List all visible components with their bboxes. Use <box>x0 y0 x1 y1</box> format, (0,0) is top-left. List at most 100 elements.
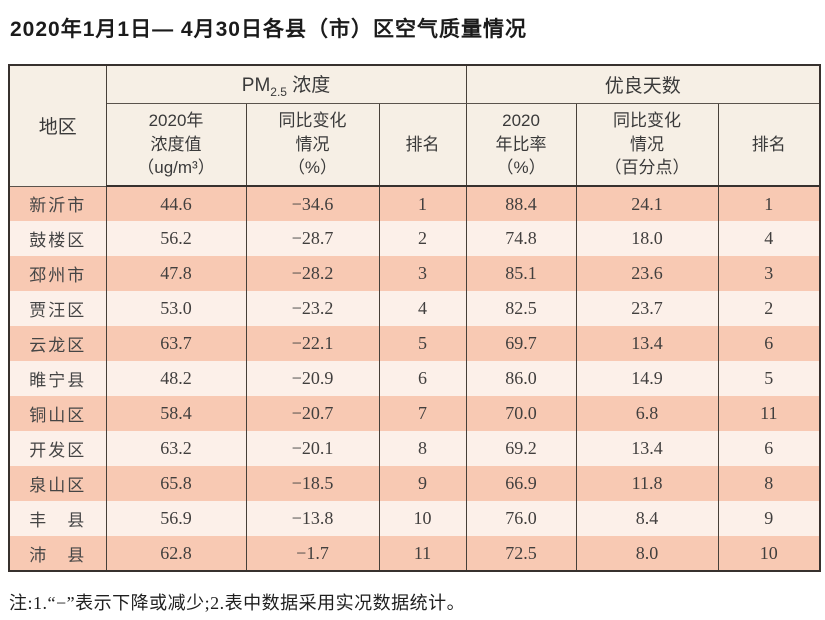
good-ratio-cell: 70.0 <box>465 396 577 431</box>
pm-change-cell: −20.1 <box>245 431 380 466</box>
column-header-pm-value: 2020年 浓度值 （ug/m³） <box>105 103 247 187</box>
table-row: 云龙区 63.7 −22.1 5 69.7 13.4 6 <box>8 326 821 361</box>
good-change-cell: 8.0 <box>575 536 719 571</box>
good-ratio-cell: 69.7 <box>465 326 577 361</box>
column-header-pm-rank: 排名 <box>378 103 467 187</box>
table-row: 开发区 63.2 −20.1 8 69.2 13.4 6 <box>8 431 821 466</box>
pm-rank-cell: 10 <box>378 501 467 536</box>
good-rank-cell: 4 <box>717 221 821 256</box>
good-rank-cell: 9 <box>717 501 821 536</box>
good-ratio-cell: 72.5 <box>465 536 577 571</box>
good-change-cell: 13.4 <box>575 326 719 361</box>
pm-label: PM <box>241 75 271 97</box>
table-row: 泉山区 65.8 −18.5 9 66.9 11.8 8 <box>8 466 821 501</box>
pm-rank-cell: 4 <box>378 291 467 326</box>
column-group-good-days: 优良天数 <box>465 65 821 104</box>
region-cell: 鼓楼区 <box>8 221 107 256</box>
pm-change-cell: −20.9 <box>245 361 380 396</box>
pm-value-cell: 44.6 <box>105 186 247 221</box>
region-cell: 铜山区 <box>8 396 107 431</box>
pm-value-cell: 48.2 <box>105 361 247 396</box>
column-header-region: 地区 <box>8 65 107 187</box>
pm-rank-cell: 11 <box>378 536 467 571</box>
good-ratio-cell: 82.5 <box>465 291 577 326</box>
good-change-cell: 11.8 <box>575 466 719 501</box>
good-ratio-cell: 86.0 <box>465 361 577 396</box>
pm-value-cell: 62.8 <box>105 536 247 571</box>
good-rank-cell: 6 <box>717 326 821 361</box>
pm-change-cell: −13.8 <box>245 501 380 536</box>
good-change-cell: 23.7 <box>575 291 719 326</box>
pm-value-cell: 63.2 <box>105 431 247 466</box>
region-cell: 邳州市 <box>8 256 107 291</box>
pm-rank-cell: 1 <box>378 186 467 221</box>
good-change-cell: 18.0 <box>575 221 719 256</box>
good-rank-cell: 2 <box>717 291 821 326</box>
good-rank-cell: 1 <box>717 186 821 221</box>
good-rank-cell: 5 <box>717 361 821 396</box>
pm-change-cell: −23.2 <box>245 291 380 326</box>
region-cell: 丰 县 <box>8 501 107 536</box>
pm-value-cell: 65.8 <box>105 466 247 501</box>
region-cell: 云龙区 <box>8 326 107 361</box>
pm-change-cell: −34.6 <box>245 186 380 221</box>
pm-rank-cell: 6 <box>378 361 467 396</box>
good-rank-cell: 10 <box>717 536 821 571</box>
pm-change-cell: −1.7 <box>245 536 380 571</box>
pm-change-cell: −18.5 <box>245 466 380 501</box>
pm-change-cell: −28.7 <box>245 221 380 256</box>
region-cell: 贾汪区 <box>8 291 107 326</box>
pm-value-cell: 47.8 <box>105 256 247 291</box>
page-title: 2020年1月1日— 4月30日各县（市）区空气质量情况 <box>10 18 527 41</box>
good-change-cell: 14.9 <box>575 361 719 396</box>
pm-change-cell: −28.2 <box>245 256 380 291</box>
good-ratio-cell: 74.8 <box>465 221 577 256</box>
good-rank-cell: 6 <box>717 431 821 466</box>
good-ratio-cell: 66.9 <box>465 466 577 501</box>
table-row: 铜山区 58.4 −20.7 7 70.0 6.8 11 <box>8 396 821 431</box>
pm-rank-cell: 7 <box>378 396 467 431</box>
pm-suffix: 浓度 <box>286 75 331 97</box>
column-header-good-ratio: 2020 年比率 （%） <box>465 103 577 187</box>
table-body: 新沂市 44.6 −34.6 1 88.4 24.1 1 鼓楼区 56.2 −28.7 2 74.8 1… <box>8 186 821 571</box>
good-change-cell: 6.8 <box>575 396 719 431</box>
table-row: 新沂市 44.6 −34.6 1 88.4 24.1 1 <box>8 186 821 221</box>
good-rank-cell: 8 <box>717 466 821 501</box>
table-row: 鼓楼区 56.2 −28.7 2 74.8 18.0 4 <box>8 221 821 256</box>
pm-rank-cell: 9 <box>378 466 467 501</box>
good-ratio-cell: 69.2 <box>465 431 577 466</box>
table-row: 邳州市 47.8 −28.2 3 85.1 23.6 3 <box>8 256 821 291</box>
good-rank-cell: 11 <box>717 396 821 431</box>
pm-rank-cell: 2 <box>378 221 467 256</box>
region-cell: 开发区 <box>8 431 107 466</box>
good-rank-cell: 3 <box>717 256 821 291</box>
column-group-pm25: PM2.5 浓度 <box>105 65 467 104</box>
pm-value-cell: 56.2 <box>105 221 247 256</box>
pm-rank-cell: 5 <box>378 326 467 361</box>
region-cell: 睢宁县 <box>8 361 107 396</box>
good-change-cell: 24.1 <box>575 186 719 221</box>
good-ratio-cell: 76.0 <box>465 501 577 536</box>
region-cell: 沛 县 <box>8 536 107 571</box>
pm-value-cell: 63.7 <box>105 326 247 361</box>
table-row: 沛 县 62.8 −1.7 11 72.5 8.0 10 <box>8 536 821 571</box>
good-change-cell: 8.4 <box>575 501 719 536</box>
column-header-good-change: 同比变化 情况 （百分点） <box>575 103 719 187</box>
region-cell: 泉山区 <box>8 466 107 501</box>
header-group-row: 地区 PM2.5 浓度 优良天数 <box>8 65 821 187</box>
header-sub-row: 2020年 浓度值 （ug/m³） 同比变化 情况 （%） 排名 2020 年比… <box>9 103 821 187</box>
good-change-cell: 23.6 <box>575 256 719 291</box>
pm-rank-cell: 8 <box>378 431 467 466</box>
pm-value-cell: 56.9 <box>105 501 247 536</box>
region-cell: 新沂市 <box>8 186 107 221</box>
table-header: 地区 PM2.5 浓度 优良天数 2020年 浓度值 （ug/m³） 同比变化 … <box>8 65 821 187</box>
table-row: 贾汪区 53.0 −23.2 4 82.5 23.7 2 <box>8 291 821 326</box>
good-ratio-cell: 85.1 <box>465 256 577 291</box>
good-ratio-cell: 88.4 <box>465 186 577 221</box>
pm-change-cell: −22.1 <box>245 326 380 361</box>
pm-value-cell: 58.4 <box>105 396 247 431</box>
column-header-good-rank: 排名 <box>717 103 821 187</box>
table-row: 丰 县 56.9 −13.8 10 76.0 8.4 9 <box>8 501 821 536</box>
column-header-pm-change: 同比变化 情况 （%） <box>245 103 380 187</box>
